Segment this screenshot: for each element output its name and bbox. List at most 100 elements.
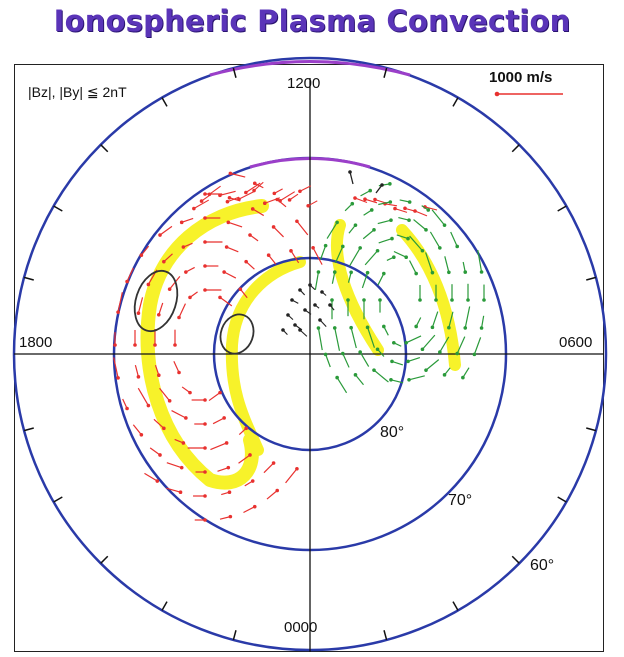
vector-origin (393, 206, 397, 211)
vector-origin (228, 514, 233, 519)
vector-origin (298, 328, 302, 332)
velocity-vector (239, 288, 248, 299)
vector-origin (389, 377, 393, 382)
vector-origin (404, 255, 408, 260)
vector-origin (272, 191, 277, 196)
cell-highlights (140, 199, 461, 490)
vector-origin (414, 324, 418, 329)
vector-origin (113, 343, 117, 347)
vector-origin (479, 326, 484, 330)
vector-origin (330, 298, 334, 302)
vector-origin (136, 375, 141, 379)
vector-origin (349, 325, 353, 330)
time-label-dusk: 1800 (19, 334, 52, 351)
dusk-cell-vectors (113, 171, 438, 522)
vector-origin (250, 207, 255, 211)
vector-origin (162, 426, 166, 431)
velocity-vector (424, 206, 438, 211)
velocity-vector (393, 250, 407, 258)
velocity-vector (285, 468, 298, 484)
vector-origin (461, 375, 465, 380)
vector-origin (188, 295, 192, 300)
vector-origin (388, 182, 392, 186)
vortex-marker-inner (219, 313, 255, 355)
vector-origin (466, 298, 470, 302)
velocity-vector (444, 256, 450, 273)
hour-tick (232, 67, 237, 78)
vector-origin (390, 359, 394, 364)
vector-origin (177, 370, 181, 375)
vector-origin (139, 433, 144, 437)
vector-origin (252, 188, 256, 193)
dusk-cell-outer-highlight (140, 199, 269, 490)
vector-origin (222, 270, 226, 274)
vector-origin (375, 248, 380, 253)
vector-origin (250, 479, 255, 483)
velocity-vector (299, 185, 312, 192)
vector-origin (403, 206, 407, 211)
vector-origin (328, 303, 332, 307)
vector-origin (316, 326, 321, 330)
velocity-vector (462, 367, 470, 378)
velocity-scale: 1000 m/s (489, 69, 563, 97)
velocity-vector (378, 238, 393, 244)
velocity-vector (361, 272, 369, 289)
vector-origin (335, 220, 339, 225)
velocity-vector (217, 467, 229, 472)
velocity-vector (364, 250, 379, 266)
latitude-label-70: 70° (448, 492, 472, 509)
vector-origin (350, 201, 355, 206)
vector-origin (372, 368, 376, 372)
vector-origin (424, 228, 428, 232)
vector-origin (203, 494, 207, 498)
vector-origin (275, 488, 280, 493)
velocity-vector (439, 336, 450, 353)
vector-origin (406, 359, 410, 364)
vector-origin (407, 218, 411, 223)
velocity-vector (252, 208, 265, 217)
vector-origin (358, 350, 362, 354)
velocity-vector (219, 296, 233, 307)
vector-origin (349, 270, 353, 275)
vector-origin (179, 465, 184, 470)
vector-origin (177, 315, 181, 320)
vector-origin (238, 287, 243, 291)
vector-origin (248, 233, 252, 237)
hour-tick (586, 276, 597, 281)
dawn-cell-vectors (314, 182, 486, 394)
velocity-vector (377, 273, 385, 286)
vector-origin (125, 279, 129, 284)
vector-origin (203, 192, 207, 196)
vector-origin (382, 271, 386, 276)
vector-origin (362, 298, 366, 302)
vector-origin (420, 248, 425, 253)
vector-origin (426, 208, 431, 212)
vector-origin (173, 343, 177, 347)
vector-origin (295, 219, 299, 224)
velocity-vector (273, 226, 284, 238)
vector-origin (479, 270, 484, 274)
vector-origin (332, 270, 337, 274)
vector-origin (392, 255, 396, 260)
vector-origin (203, 216, 207, 220)
velocity-vector (263, 462, 275, 474)
velocity-vector (113, 357, 119, 378)
vector-origin (266, 253, 271, 257)
velocity-vector (140, 245, 150, 256)
velocity-vector (320, 245, 327, 260)
velocity-vector (279, 191, 296, 202)
vector-origin (298, 288, 302, 292)
vector-origin (340, 351, 345, 356)
vector-origin (378, 298, 382, 302)
velocity-vector (193, 199, 210, 210)
vector-origin (372, 228, 376, 232)
velocity-vector (264, 197, 280, 204)
velocity-vector (360, 190, 371, 197)
velocity-vector (334, 246, 344, 264)
vector-origin (158, 453, 162, 457)
vector-origin (308, 283, 312, 287)
velocity-vector (336, 377, 348, 394)
chart-title: Ionospheric Plasma Convection (53, 4, 571, 38)
vector-origin (157, 312, 161, 317)
velocity-vector (355, 374, 364, 386)
